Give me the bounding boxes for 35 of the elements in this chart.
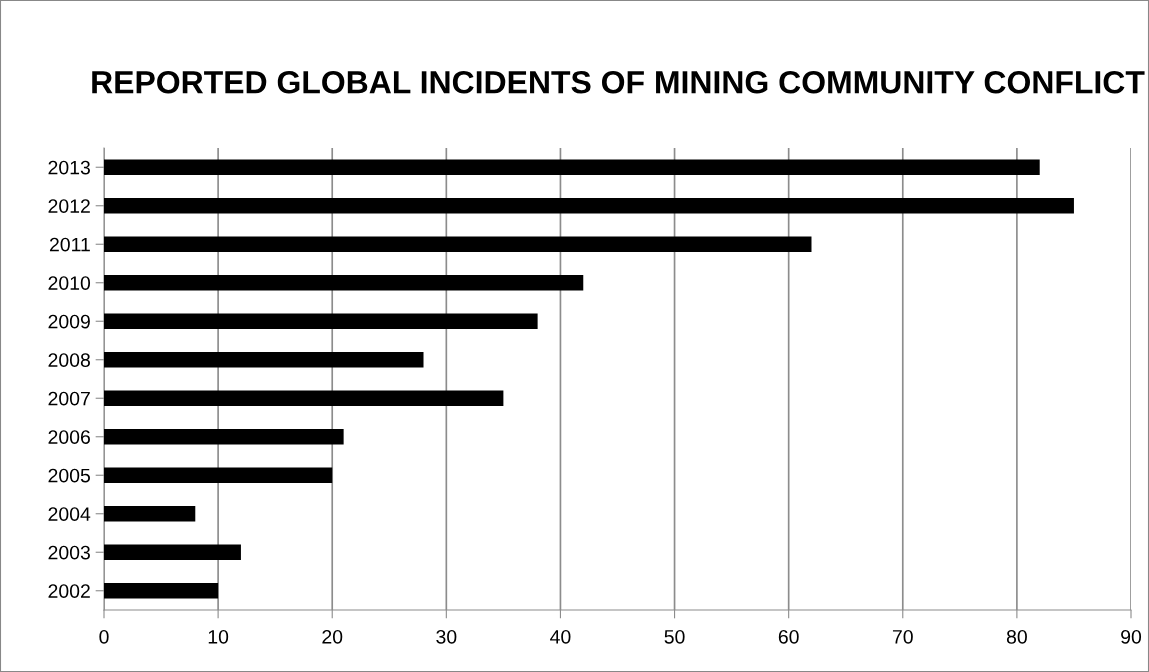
y-tick-label: 2002 (48, 584, 90, 598)
bar (104, 506, 196, 522)
bar (104, 352, 424, 368)
x-tick-label: 60 (778, 629, 799, 644)
x-tick-label: 40 (550, 629, 571, 644)
x-tick-label: 90 (1121, 629, 1142, 644)
y-tick-label: 2013 (48, 160, 90, 175)
y-tick-label: 2010 (48, 276, 91, 290)
bar (104, 429, 344, 445)
y-tick-label: 2007 (48, 391, 90, 406)
y-tick-label: 2005 (48, 468, 90, 483)
bar (104, 583, 219, 599)
x-tick-label: 50 (664, 629, 685, 644)
bar (104, 544, 241, 560)
y-tick-label: 2011 (49, 237, 90, 252)
x-tick-label: 0 (99, 629, 109, 644)
y-tick-label: 2003 (48, 545, 90, 560)
bar (104, 159, 1040, 175)
bar (104, 275, 584, 291)
bar (104, 236, 812, 252)
y-tick-label: 2012 (48, 199, 90, 213)
y-tick-label: 2008 (48, 353, 90, 367)
bar (104, 390, 504, 406)
x-tick-label: 30 (436, 629, 457, 644)
y-tick-label: 2009 (48, 314, 90, 329)
bar (104, 313, 538, 329)
x-tick-label: 80 (1006, 629, 1027, 644)
chart-title: REPORTED GLOBAL INCIDENTS OF MINING COMMUNITY CONFLICT (92, 70, 1145, 94)
x-tick-label: 10 (208, 629, 229, 644)
x-tick-label: 20 (322, 629, 343, 644)
y-tick-label: 2006 (48, 430, 90, 444)
y-tick-label: 2004 (48, 507, 91, 521)
bar (104, 198, 1074, 214)
bar (104, 467, 333, 483)
x-tick-label: 70 (892, 629, 913, 644)
